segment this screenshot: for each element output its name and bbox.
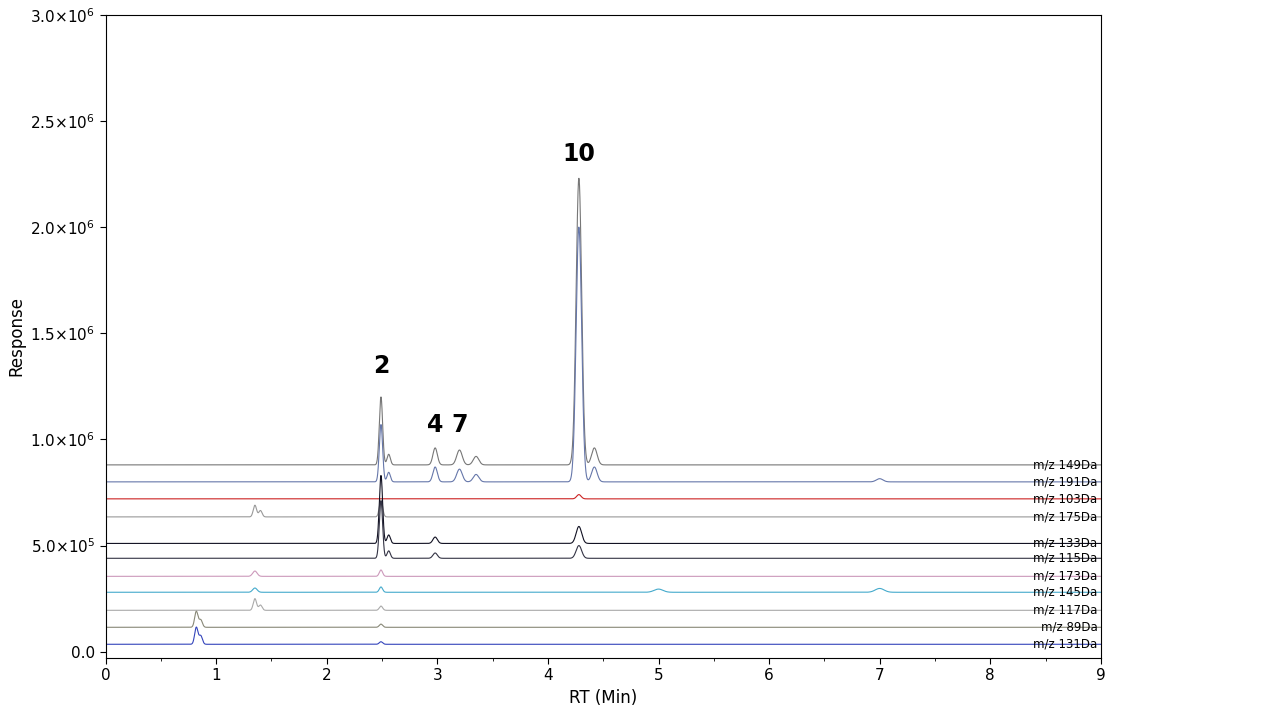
Text: m/z 131Da: m/z 131Da — [1033, 638, 1097, 650]
Text: 2: 2 — [372, 354, 389, 378]
Text: 7: 7 — [452, 413, 467, 437]
Text: m/z 191Da: m/z 191Da — [1033, 476, 1097, 488]
Text: m/z 173Da: m/z 173Da — [1033, 570, 1097, 583]
Text: m/z 115Da: m/z 115Da — [1033, 552, 1097, 565]
Text: m/z 103Da: m/z 103Da — [1033, 493, 1097, 506]
Text: m/z 89Da: m/z 89Da — [1041, 620, 1097, 634]
Text: 10: 10 — [562, 141, 595, 166]
Text: 4: 4 — [428, 413, 443, 437]
Text: m/z 117Da: m/z 117Da — [1033, 604, 1097, 617]
Text: m/z 149Da: m/z 149Da — [1033, 458, 1097, 471]
Text: m/z 175Da: m/z 175Da — [1033, 511, 1097, 523]
Y-axis label: Response: Response — [6, 296, 24, 376]
X-axis label: RT (Min): RT (Min) — [570, 689, 637, 707]
Text: m/z 133Da: m/z 133Da — [1033, 537, 1097, 550]
Text: m/z 145Da: m/z 145Da — [1033, 585, 1097, 599]
